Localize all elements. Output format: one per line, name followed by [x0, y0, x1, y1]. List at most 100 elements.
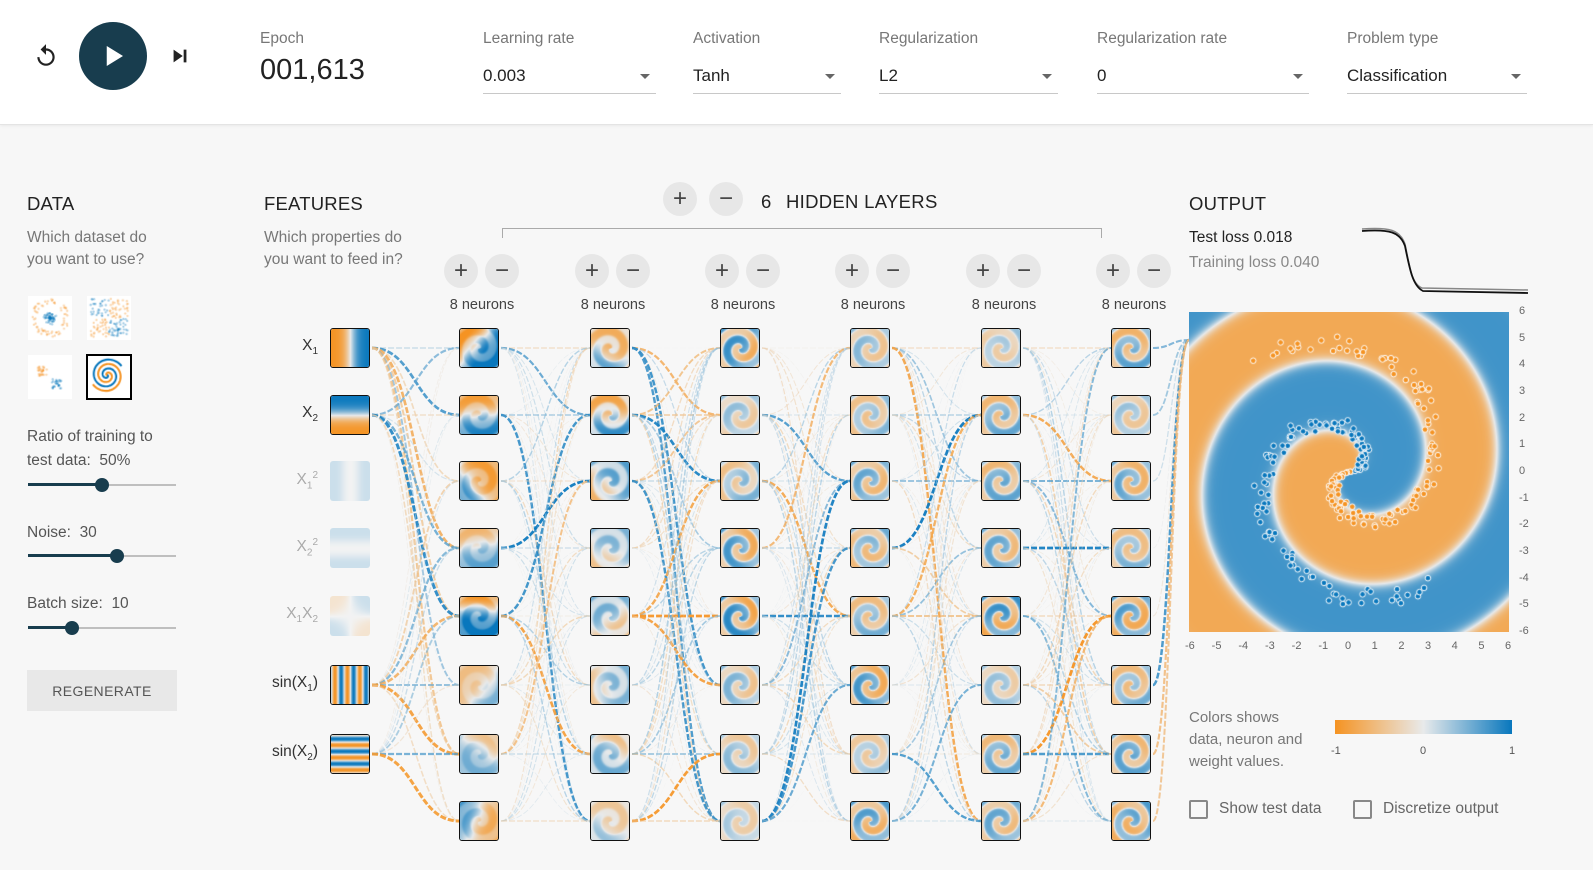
weight-link[interactable] — [500, 347, 591, 549]
neuron-node[interactable] — [459, 528, 499, 568]
weight-link[interactable] — [1022, 414, 1112, 617]
weight-link[interactable] — [891, 547, 982, 686]
weight-link[interactable] — [1022, 480, 1112, 549]
neuron-node[interactable] — [590, 596, 630, 636]
weight-link[interactable] — [1022, 414, 1112, 822]
weight-link[interactable] — [761, 479, 851, 823]
weight-link[interactable] — [891, 615, 982, 755]
weight-link[interactable] — [1022, 480, 1112, 822]
remove-neuron-button[interactable]: − — [616, 254, 650, 288]
weight-link[interactable] — [891, 547, 982, 822]
weight-link[interactable] — [1022, 615, 1112, 686]
neuron-node[interactable] — [459, 596, 499, 636]
weight-link[interactable] — [371, 413, 460, 618]
weight-link[interactable] — [761, 615, 851, 755]
remove-layer-button[interactable]: − — [709, 182, 743, 216]
weight-link[interactable] — [1022, 347, 1112, 686]
weight-link[interactable] — [500, 347, 591, 755]
weight-link[interactable] — [371, 347, 460, 686]
weight-link[interactable] — [1022, 413, 1112, 483]
neuron-node[interactable] — [1111, 665, 1151, 705]
regularization-rate-select[interactable]: 0 — [1097, 62, 1309, 94]
weight-link[interactable] — [891, 753, 982, 822]
discretize-output-checkbox[interactable]: Discretize output — [1353, 798, 1498, 820]
weight-link[interactable] — [500, 547, 591, 617]
neuron-node[interactable] — [981, 801, 1021, 841]
neuron-node[interactable] — [459, 461, 499, 501]
weight-link[interactable] — [891, 347, 982, 822]
weight-link[interactable] — [500, 479, 591, 756]
weight-link[interactable] — [1151, 338, 1191, 687]
weight-link[interactable] — [500, 615, 591, 822]
weight-link[interactable] — [891, 347, 982, 416]
weight-link[interactable] — [1022, 615, 1112, 755]
feature-node[interactable] — [330, 461, 370, 501]
weight-link[interactable] — [761, 347, 851, 416]
weight-link[interactable] — [500, 480, 591, 822]
weight-link[interactable] — [891, 347, 982, 416]
weight-link[interactable] — [761, 684, 851, 755]
weight-link[interactable] — [891, 547, 982, 617]
weight-link[interactable] — [761, 615, 851, 755]
weight-link[interactable] — [500, 684, 591, 755]
weight-link[interactable] — [761, 546, 851, 823]
weight-link[interactable] — [631, 684, 721, 822]
weight-link[interactable] — [891, 683, 982, 823]
weight-link[interactable] — [761, 414, 851, 822]
add-neuron-button[interactable]: + — [444, 254, 478, 288]
weight-link[interactable] — [371, 546, 460, 687]
weight-link[interactable] — [891, 684, 982, 755]
neuron-node[interactable] — [981, 461, 1021, 501]
neuron-node[interactable] — [850, 461, 890, 501]
weight-link[interactable] — [891, 480, 982, 617]
slider-knob[interactable] — [109, 549, 124, 563]
weight-link[interactable] — [500, 414, 591, 549]
regenerate-button[interactable]: REGENERATE — [27, 670, 177, 711]
feature-node[interactable] — [330, 395, 370, 435]
neuron-node[interactable] — [590, 395, 630, 435]
weight-link[interactable] — [1152, 338, 1190, 350]
remove-neuron-button[interactable]: − — [1137, 254, 1171, 288]
weight-link[interactable] — [1022, 753, 1112, 822]
neuron-node[interactable] — [850, 801, 890, 841]
weight-link[interactable] — [1022, 480, 1112, 617]
weight-link[interactable] — [371, 547, 460, 755]
weight-link[interactable] — [891, 547, 982, 822]
weight-link[interactable] — [500, 684, 591, 822]
weight-link[interactable] — [631, 347, 721, 617]
neuron-node[interactable] — [850, 528, 890, 568]
weight-link[interactable] — [371, 414, 460, 755]
neuron-node[interactable] — [720, 665, 760, 705]
weight-link[interactable] — [1022, 347, 1112, 617]
weight-link[interactable] — [631, 347, 721, 822]
weight-link[interactable] — [761, 347, 851, 822]
weight-link[interactable] — [631, 347, 721, 755]
weight-link[interactable] — [891, 346, 982, 823]
weight-link[interactable] — [1152, 339, 1190, 416]
slider-knob[interactable] — [95, 478, 109, 492]
play-pause-button[interactable] — [79, 22, 147, 90]
weight-link[interactable] — [1022, 547, 1112, 822]
weight-link[interactable] — [1022, 547, 1112, 755]
neuron-node[interactable] — [720, 801, 760, 841]
weight-link[interactable] — [631, 479, 721, 618]
remove-neuron-button[interactable]: − — [485, 254, 519, 288]
ratio-slider[interactable] — [28, 478, 176, 492]
weight-link[interactable] — [500, 347, 591, 686]
weight-link[interactable] — [500, 547, 591, 822]
problem-type-select[interactable]: Classification — [1347, 62, 1527, 94]
batch-size-slider[interactable] — [28, 621, 176, 635]
weight-link[interactable] — [891, 414, 982, 482]
weight-link[interactable] — [891, 414, 982, 755]
weight-link[interactable] — [891, 480, 982, 822]
weight-link[interactable] — [1022, 614, 1112, 756]
neuron-node[interactable] — [459, 801, 499, 841]
show-test-data-checkbox[interactable]: Show test data — [1189, 798, 1322, 820]
checkbox-box[interactable] — [1353, 799, 1372, 819]
weight-link[interactable] — [500, 346, 591, 417]
weight-link[interactable] — [1152, 338, 1190, 823]
weight-link[interactable] — [371, 480, 460, 755]
weight-link[interactable] — [1022, 347, 1112, 686]
feature-node[interactable] — [330, 665, 370, 705]
neuron-node[interactable] — [1111, 734, 1151, 774]
